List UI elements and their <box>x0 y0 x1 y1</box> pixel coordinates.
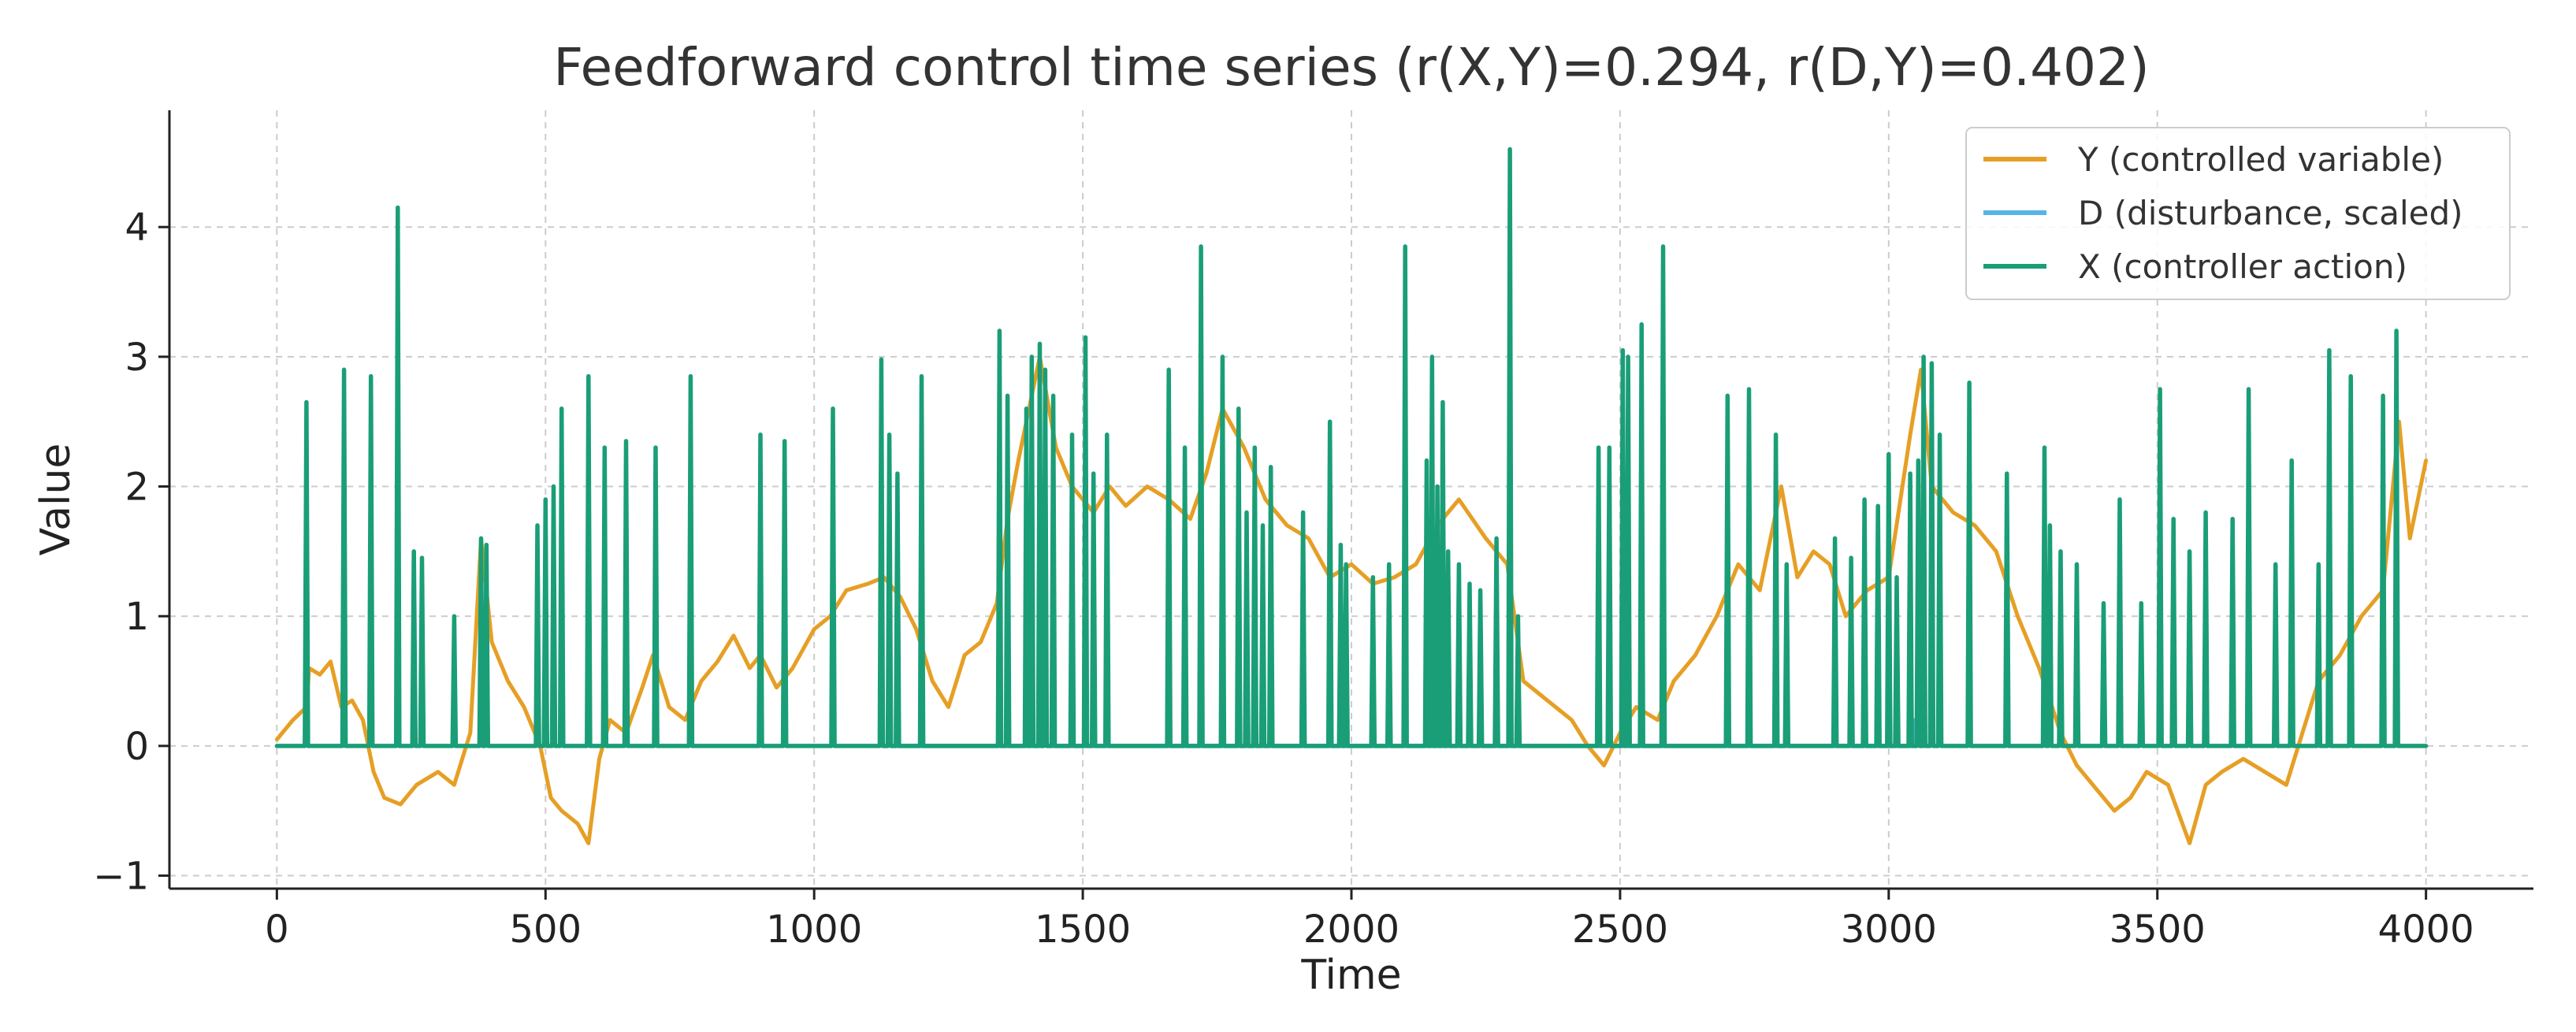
series-layer <box>274 147 2429 845</box>
y-tick-label: 0 <box>125 725 149 769</box>
x-axis-label: Time <box>1300 952 1401 999</box>
x-tick-label: 1000 <box>766 908 862 952</box>
y-tick-label: −1 <box>93 855 149 899</box>
y-tick-label: 4 <box>125 206 149 250</box>
legend-entry-X: X (controller action) <box>2078 247 2407 286</box>
y-tick-label: 2 <box>125 466 149 510</box>
y-tick-label: 3 <box>125 336 149 380</box>
x-tick-label: 3000 <box>1841 908 1937 952</box>
x-tick-label: 3500 <box>2109 908 2206 952</box>
chart-title: Feedforward control time series (r(X,Y)=… <box>553 37 2150 98</box>
x-tick-label: 0 <box>265 908 289 952</box>
tick-layer: 0 500 1000 1500 2000 2500 3000 3500 4000 −1 0 1 2 3 4 <box>93 206 2474 952</box>
x-tick-label: 500 <box>509 908 582 952</box>
x-tick-label: 4000 <box>2378 908 2474 952</box>
series-Y-line <box>274 355 2429 845</box>
legend-box <box>1965 127 2511 300</box>
y-tick-label: 1 <box>125 595 149 639</box>
x-tick-label: 1500 <box>1035 908 1131 952</box>
legend-entry-D: D (disturbance, scaled) <box>2078 194 2463 232</box>
x-tick-label: 2000 <box>1303 908 1400 952</box>
legend-entry-Y: Y (controlled variable) <box>2077 140 2444 179</box>
legend: Y (controlled variable) D (disturbance, s… <box>1965 127 2511 300</box>
series-X-line <box>274 147 2429 748</box>
x-tick-label: 2500 <box>1572 908 1668 952</box>
y-axis-label: Value <box>32 444 80 556</box>
